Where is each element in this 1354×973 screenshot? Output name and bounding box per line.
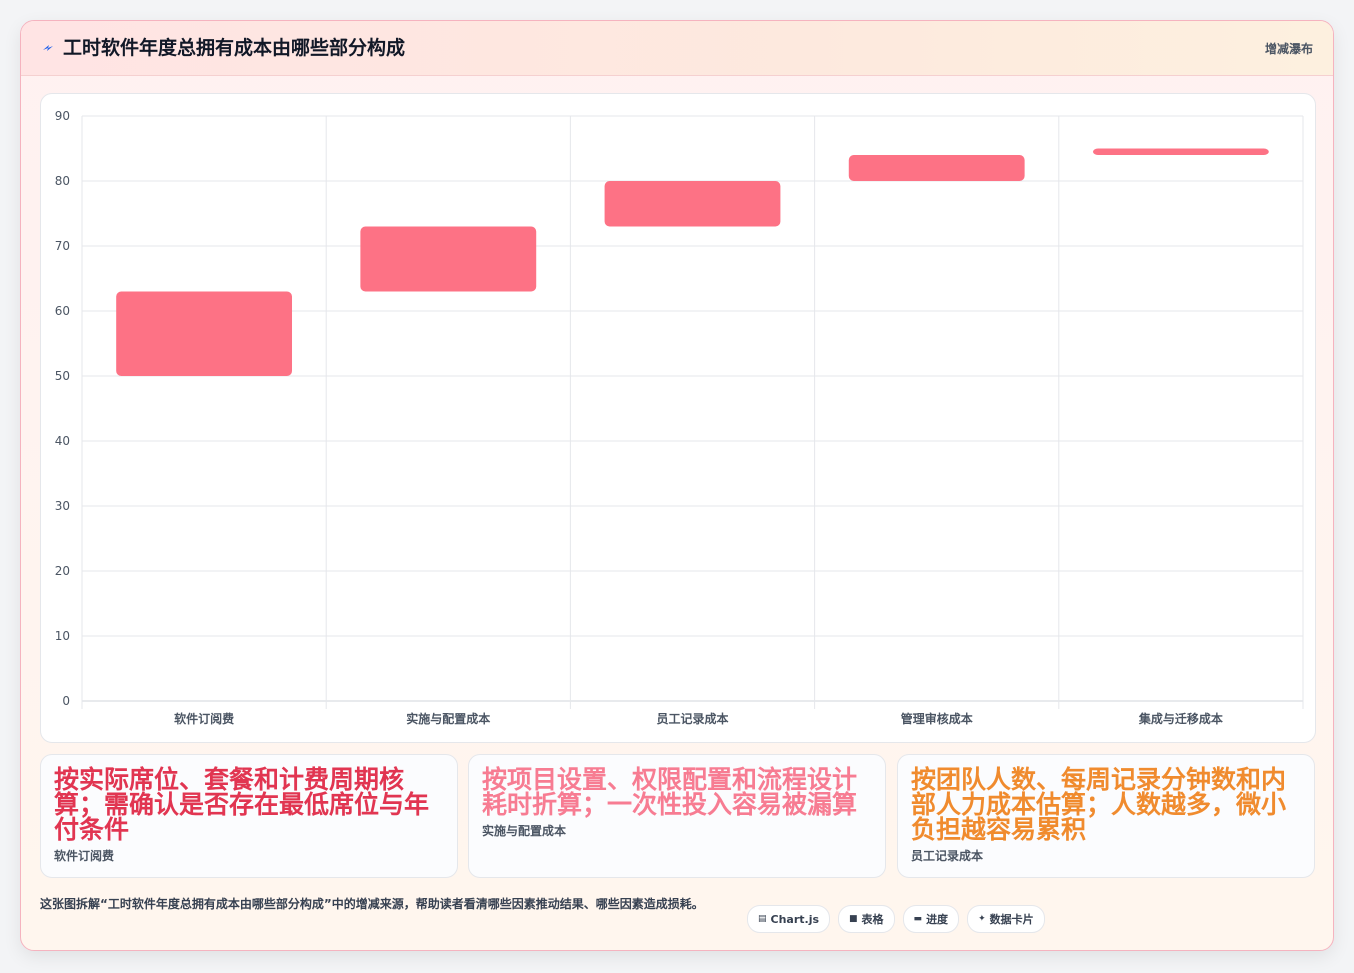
pill-label: 进度 <box>926 913 949 926</box>
x-category-label: 软件订阅费 <box>174 711 234 726</box>
x-category-label: 管理审核成本 <box>901 711 973 726</box>
waterfall-bar <box>116 291 293 376</box>
card-icon: ✦ <box>978 914 986 924</box>
note-card-2: 按项目设置、权限配置和流程设计耗时折算；一次性投入容易被漏算 实施与配置成本 <box>468 754 886 878</box>
chart-card: 工时软件年度总拥有成本由哪些部分构成 增减瀑布 0 10 20 30 40 50 60 70 8… <box>20 20 1334 951</box>
note-card-1: 按实际席位、套餐和计费周期核算；需确认是否存在最低席位与年付条件 软件订阅费 <box>40 754 458 878</box>
chart-icon: ▤ <box>758 914 767 924</box>
note-3-headline: 按团队人数、每周记录分钟数和内部人力成本估算；人数越多，微小负担越容易累积 <box>911 765 1287 844</box>
x-category-label: 员工记录成本 <box>656 711 728 726</box>
y-tick-label: 80 <box>55 174 70 188</box>
x-category-label: 集成与迁移成本 <box>1138 711 1223 726</box>
card-header: 工时软件年度总拥有成本由哪些部分构成 增减瀑布 <box>21 21 1333 76</box>
chart-type-tag: 增减瀑布 <box>1264 42 1313 56</box>
y-tick-label: 10 <box>55 629 70 643</box>
waterfall-bar <box>360 226 537 292</box>
pill-label: 数据卡片 <box>989 913 1034 926</box>
pill-chartjs[interactable]: ▤ Chart.js <box>747 905 831 933</box>
table-icon: ■ <box>849 914 858 924</box>
y-tick-label: 0 <box>62 694 70 708</box>
note-2-headline: 按项目设置、权限配置和流程设计耗时折算；一次性投入容易被漏算 <box>482 765 858 819</box>
y-tick-label: 20 <box>55 564 70 578</box>
note-card-3: 按团队人数、每周记录分钟数和内部人力成本估算；人数越多，微小负担越容易累积 员工… <box>897 754 1315 878</box>
pill-label: Chart.js <box>770 912 820 926</box>
page-title: 工时软件年度总拥有成本由哪些部分构成 <box>63 37 406 59</box>
note-3-label: 员工记录成本 <box>911 849 984 863</box>
y-tick-label: 30 <box>55 499 70 513</box>
pill-progress[interactable]: ▬ 进度 <box>902 905 960 933</box>
note-2-label: 实施与配置成本 <box>482 824 567 838</box>
lightning-icon <box>43 45 53 51</box>
y-tick-label: 40 <box>55 434 70 448</box>
chart-area: 0 10 20 30 40 50 60 70 80 90 软件订阅费 实施与配置成本 员工记录成本 管理审… <box>40 93 1316 743</box>
y-tick-label: 90 <box>55 109 70 123</box>
note-1-headline: 按实际席位、套餐和计费周期核算；需确认是否存在最低席位与年付条件 <box>54 765 430 844</box>
waterfall-chart: 0 10 20 30 40 50 60 70 80 90 软件订阅费 实施与配置成本 员工记录成本 管理审… <box>55 109 1304 726</box>
waterfall-bar <box>848 155 1025 181</box>
pill-label: 表格 <box>861 913 884 926</box>
note-1-label: 软件订阅费 <box>54 849 115 863</box>
y-tick-label: 50 <box>55 369 70 383</box>
y-tick-label: 70 <box>55 239 70 253</box>
pill-data-card[interactable]: ✦ 数据卡片 <box>967 905 1045 933</box>
x-category-label: 实施与配置成本 <box>406 711 490 726</box>
pill-table[interactable]: ■ 表格 <box>838 905 895 933</box>
waterfall-bar <box>1092 148 1269 155</box>
tech-pills: ▤ Chart.js ■ 表格 ▬ 进度 ✦ 数据卡片 <box>747 905 1045 933</box>
y-tick-label: 60 <box>55 304 70 318</box>
waterfall-bar <box>604 181 781 227</box>
chart-description: 这张图拆解“工时软件年度总拥有成本由哪些部分构成”中的增减来源，帮助读者看清哪些… <box>40 897 704 911</box>
progress-icon: ▬ <box>913 914 923 924</box>
